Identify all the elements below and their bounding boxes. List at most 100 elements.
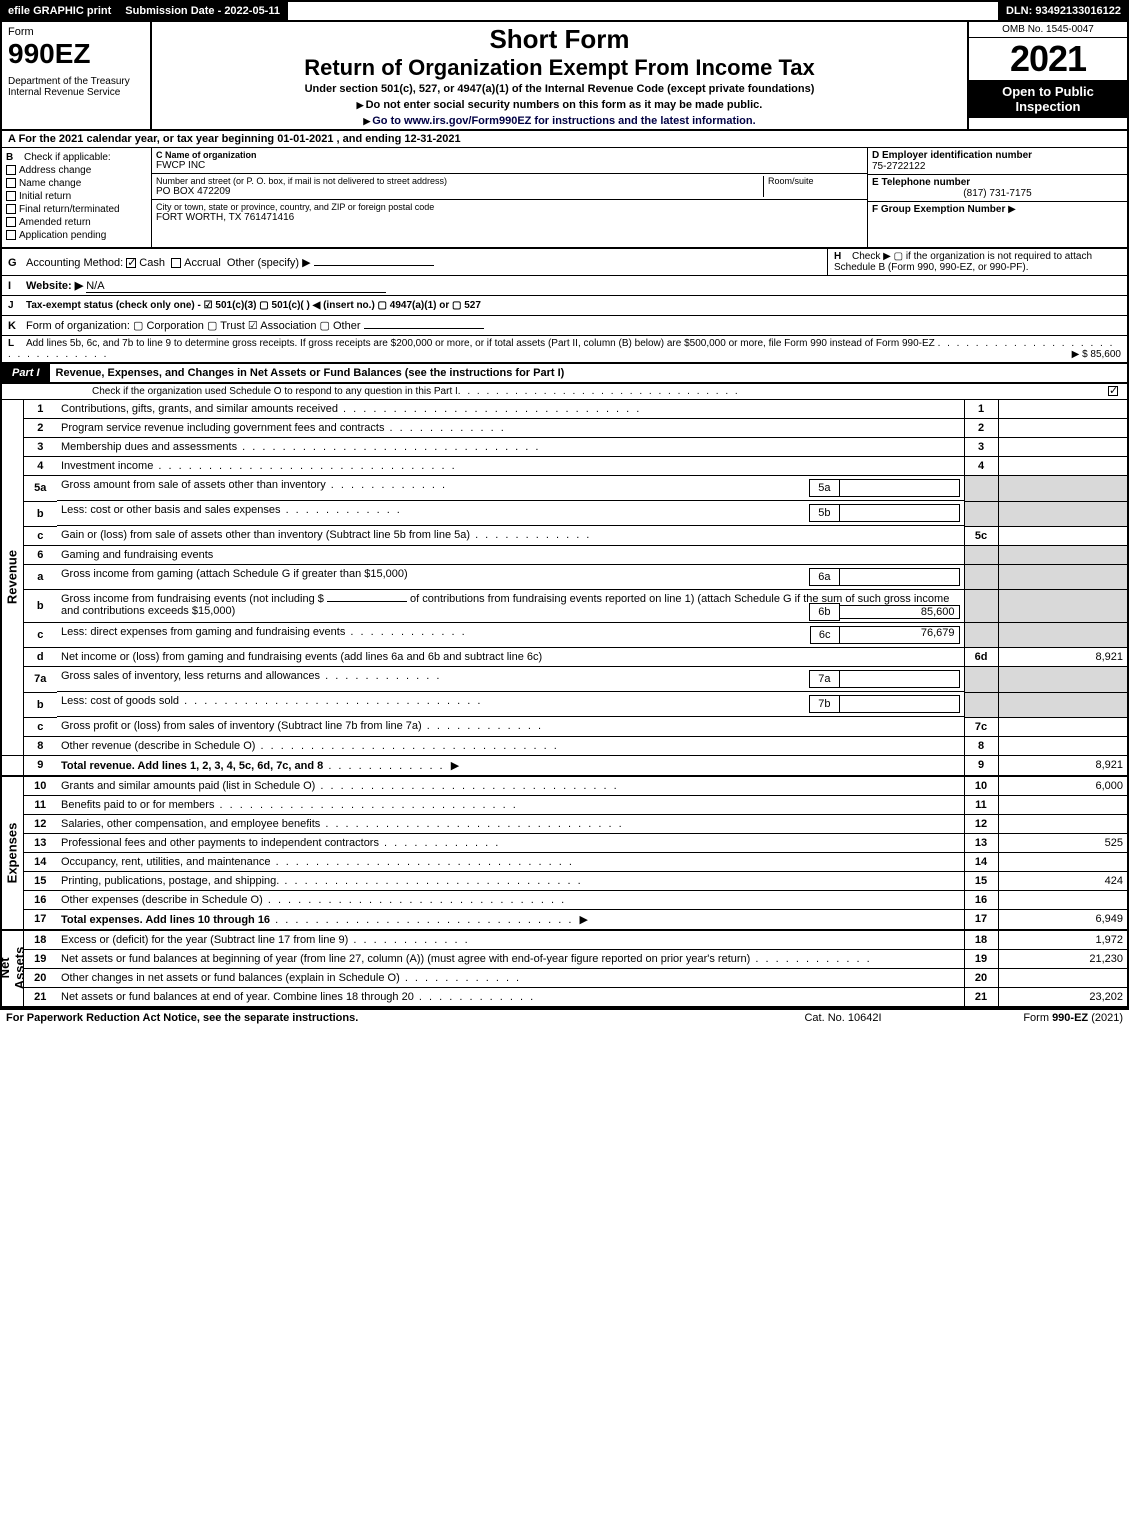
line-13: 13Professional fees and other payments t… <box>1 833 1128 852</box>
l6b-pre: Gross income from fundraising events (no… <box>61 593 324 605</box>
submission-date: Submission Date - 2022-05-11 <box>119 2 288 20</box>
i-lbl: Website: ▶ <box>26 280 83 292</box>
l4-desc: Investment income <box>61 460 153 472</box>
opt-initial-return[interactable]: Initial return <box>6 191 147 202</box>
l7c-desc: Gross profit or (loss) from sales of inv… <box>61 720 422 732</box>
l13-val: 525 <box>998 833 1128 852</box>
k-text: Form of organization: ▢ Corporation ▢ Tr… <box>26 320 361 332</box>
l1-val <box>998 400 1128 419</box>
line-14: 14Occupancy, rent, utilities, and mainte… <box>1 852 1128 871</box>
line-9: 9Total revenue. Add lines 1, 2, 3, 4, 5c… <box>1 755 1128 776</box>
city-lbl: City or town, state or province, country… <box>156 202 863 212</box>
l3-desc: Membership dues and assessments <box>61 441 237 453</box>
e-lbl: E Telephone number <box>872 177 970 188</box>
l6d-val: 8,921 <box>998 648 1128 667</box>
l21-val: 23,202 <box>998 987 1128 1007</box>
line-21: 21Net assets or fund balances at end of … <box>1 987 1128 1007</box>
l11-desc: Benefits paid to or for members <box>61 799 214 811</box>
form-number: 990EZ <box>8 38 144 70</box>
f-lbl: F Group Exemption Number <box>872 204 1005 215</box>
org-name: FWCP INC <box>156 160 863 171</box>
line-17: 17Total expenses. Add lines 10 through 1… <box>1 909 1128 930</box>
part-i-sub-text: Check if the organization used Schedule … <box>92 386 458 397</box>
l18-val: 1,972 <box>998 930 1128 950</box>
l9-val: 8,921 <box>998 755 1128 776</box>
opt-name-change[interactable]: Name change <box>6 178 147 189</box>
h-text: Check ▶ ▢ if the organization is not req… <box>834 251 1092 273</box>
l-gross-receipts: LAdd lines 5b, 6c, and 7b to line 9 to d… <box>2 336 1127 362</box>
l19-val: 21,230 <box>998 949 1128 968</box>
no-ssn-note: Do not enter social security numbers on … <box>158 99 961 111</box>
header-left: Form 990EZ Department of the Treasury In… <box>2 22 152 129</box>
l15-val: 424 <box>998 871 1128 890</box>
line-6: 6Gaming and fundraising events <box>1 545 1128 564</box>
line-5a: 5a Gross amount from sale of assets othe… <box>1 476 1128 502</box>
l8-desc: Other revenue (describe in Schedule O) <box>61 740 255 752</box>
form-lines-table: Revenue 1Contributions, gifts, grants, a… <box>0 400 1129 1008</box>
line-6b: b Gross income from fundraising events (… <box>1 590 1128 623</box>
org-address: PO BOX 472209 <box>156 186 763 197</box>
line-5c: cGain or (loss) from sale of assets othe… <box>1 526 1128 545</box>
org-city: FORT WORTH, TX 761471416 <box>156 212 863 223</box>
l12-desc: Salaries, other compensation, and employ… <box>61 818 320 830</box>
chk-schedule-o[interactable] <box>1108 386 1118 396</box>
row-j: JTax-exempt status (check only one) - ☑ … <box>0 296 1129 316</box>
l18-desc: Excess or (deficit) for the year (Subtra… <box>61 934 348 946</box>
part-i-header: Part I Revenue, Expenses, and Changes in… <box>0 363 1129 384</box>
b-label: Check if applicable: <box>24 152 111 163</box>
i-website: IWebsite: ▶ N/A <box>2 277 392 295</box>
line-7c: cGross profit or (loss) from sales of in… <box>1 717 1128 736</box>
ein-value: 75-2722122 <box>872 161 925 172</box>
g-accrual: Accrual <box>184 257 221 269</box>
omb-no: OMB No. 1545-0047 <box>969 22 1127 38</box>
chk-accrual[interactable] <box>171 258 181 268</box>
opt-amended-return[interactable]: Amended return <box>6 217 147 228</box>
efile-print[interactable]: efile GRAPHIC print <box>2 2 119 20</box>
c-name-row: C Name of organization FWCP INC <box>152 148 867 174</box>
chk-cash[interactable] <box>126 258 136 268</box>
opt-final-return[interactable]: Final return/terminated <box>6 204 147 215</box>
goto-link-a[interactable]: Go to www.irs.gov/Form990EZ for instruct… <box>372 115 755 127</box>
opt-application-pending[interactable]: Application pending <box>6 230 147 241</box>
dept-treasury: Department of the Treasury Internal Reve… <box>8 76 144 98</box>
l1-desc: Contributions, gifts, grants, and simila… <box>61 403 338 415</box>
c-city-row: City or town, state or province, country… <box>152 200 867 225</box>
top-bar: efile GRAPHIC print Submission Date - 20… <box>0 0 1129 22</box>
row-g-h: GAccounting Method: Cash Accrual Other (… <box>0 249 1129 276</box>
l15-desc: Printing, publications, postage, and shi… <box>61 875 279 887</box>
l9-desc: Total revenue. Add lines 1, 2, 3, 4, 5c,… <box>61 760 323 772</box>
goto-link[interactable]: Go to www.irs.gov/Form990EZ for instruct… <box>372 115 755 127</box>
l17-val: 6,949 <box>998 909 1128 930</box>
line-10: Expenses 10Grants and similar amounts pa… <box>1 776 1128 796</box>
line-6d: dNet income or (loss) from gaming and fu… <box>1 648 1128 667</box>
footer-pra: For Paperwork Reduction Act Notice, see … <box>6 1012 743 1024</box>
l16-desc: Other expenses (describe in Schedule O) <box>61 894 263 906</box>
no-ssn-text: Do not enter social security numbers on … <box>366 99 763 111</box>
form-header: Form 990EZ Department of the Treasury In… <box>0 22 1129 131</box>
side-revenue: Revenue <box>5 550 20 604</box>
goto-note: Go to www.irs.gov/Form990EZ for instruct… <box>158 115 961 127</box>
line-8: 8Other revenue (describe in Schedule O)8 <box>1 736 1128 755</box>
part-i-title: Revenue, Expenses, and Changes in Net As… <box>50 364 1127 382</box>
l20-desc: Other changes in net assets or fund bala… <box>61 972 400 984</box>
c-addr-row: Number and street (or P. O. box, if mail… <box>152 174 867 200</box>
line-16: 16Other expenses (describe in Schedule O… <box>1 890 1128 909</box>
header-mid: Short Form Return of Organization Exempt… <box>152 22 967 129</box>
line-5b: b Less: cost or other basis and sales ex… <box>1 501 1128 526</box>
phone-value: (817) 731-7175 <box>872 188 1123 199</box>
l6d-desc: Net income or (loss) from gaming and fun… <box>57 648 964 667</box>
topbar-spacer <box>288 2 1000 20</box>
section-def: D Employer identification number 75-2722… <box>867 148 1127 247</box>
f-arrow-icon: ▶ <box>1008 204 1016 215</box>
line-3: 3Membership dues and assessments3 <box>1 438 1128 457</box>
under-section: Under section 501(c), 527, or 4947(a)(1)… <box>158 83 961 95</box>
opt-address-change[interactable]: Address change <box>6 165 147 176</box>
tax-year: 2021 <box>969 38 1127 80</box>
l6c-val: 76,679 <box>840 626 960 644</box>
line-7a: 7a Gross sales of inventory, less return… <box>1 667 1128 693</box>
line-15: 15Printing, publications, postage, and s… <box>1 871 1128 890</box>
section-c: C Name of organization FWCP INC Number a… <box>152 148 867 247</box>
short-form-title: Short Form <box>158 24 961 55</box>
l13-desc: Professional fees and other payments to … <box>61 837 379 849</box>
footer-cat: Cat. No. 10642I <box>743 1012 943 1024</box>
